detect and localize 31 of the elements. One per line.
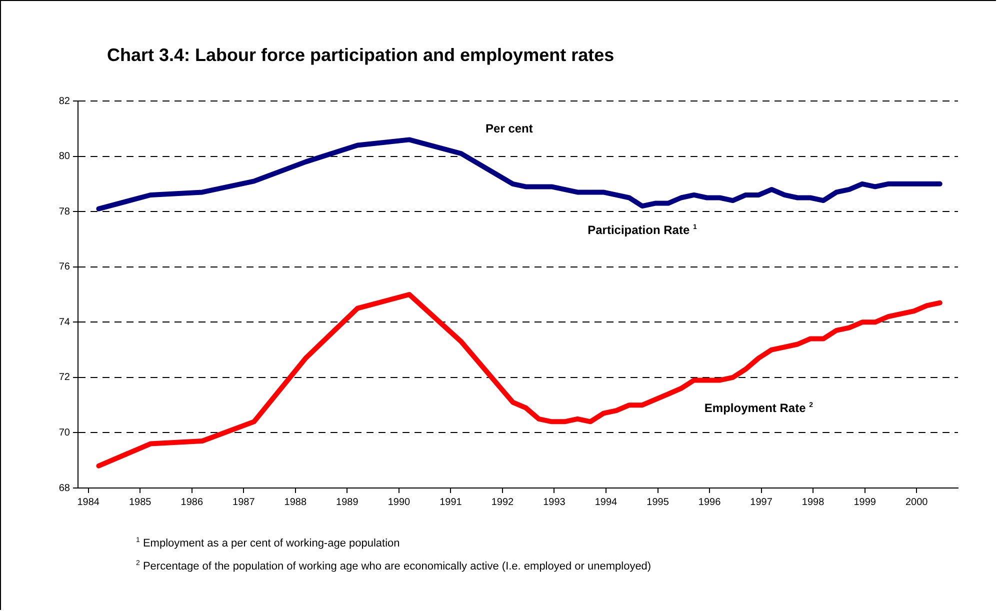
text: $^{2}$ Percentage of the population of working age who are economically active (I.e. employed or unemployed) — [136, 558, 652, 574]
y-tick-label: 68 — [58, 482, 70, 494]
x-tick-label: 1995 — [646, 496, 670, 508]
y-tick-label: 72 — [58, 372, 70, 384]
y-tick-label: 70 — [58, 427, 70, 438]
y-tick-label: 74 — [58, 316, 70, 328]
x-tick-label: 1999 — [854, 496, 876, 508]
x-tick-label: 1988 — [284, 496, 307, 508]
x-tick-label: 1986 — [180, 496, 204, 508]
y-tick-label: 76 — [58, 262, 70, 273]
x-tick-label: 1996 — [698, 496, 722, 508]
x-tick-label: 1987 — [232, 496, 256, 508]
x-tick-label: 1997 — [750, 496, 773, 508]
series-label: Participation Rate $^{1}$ — [588, 223, 697, 238]
x-tick-label: 1994 — [594, 496, 618, 508]
y-tick-label: 82 — [58, 96, 70, 107]
text: $^{1}$ Employment as a per cent of working-age population — [136, 536, 401, 552]
y-axis-title: Per cent — [486, 121, 533, 136]
y-tick-label: 80 — [58, 151, 70, 162]
x-tick-label: 1993 — [543, 496, 566, 508]
chart-title: Chart 3.4: Labour force participation and employment rates — [107, 45, 614, 66]
x-tick-label: 1992 — [491, 496, 514, 508]
x-tick-label: 1990 — [388, 496, 410, 508]
x-tick-label: 2000 — [905, 496, 928, 508]
x-tick-label: 1985 — [128, 496, 152, 508]
x-tick-label: 1998 — [802, 496, 825, 508]
y-tick-label: 78 — [58, 206, 70, 218]
x-tick-label: 1989 — [336, 496, 359, 508]
series-label: Employment Rate $^{2}$ — [704, 401, 814, 416]
x-tick-label: 1984 — [77, 496, 100, 508]
x-tick-label: 1991 — [440, 496, 462, 508]
